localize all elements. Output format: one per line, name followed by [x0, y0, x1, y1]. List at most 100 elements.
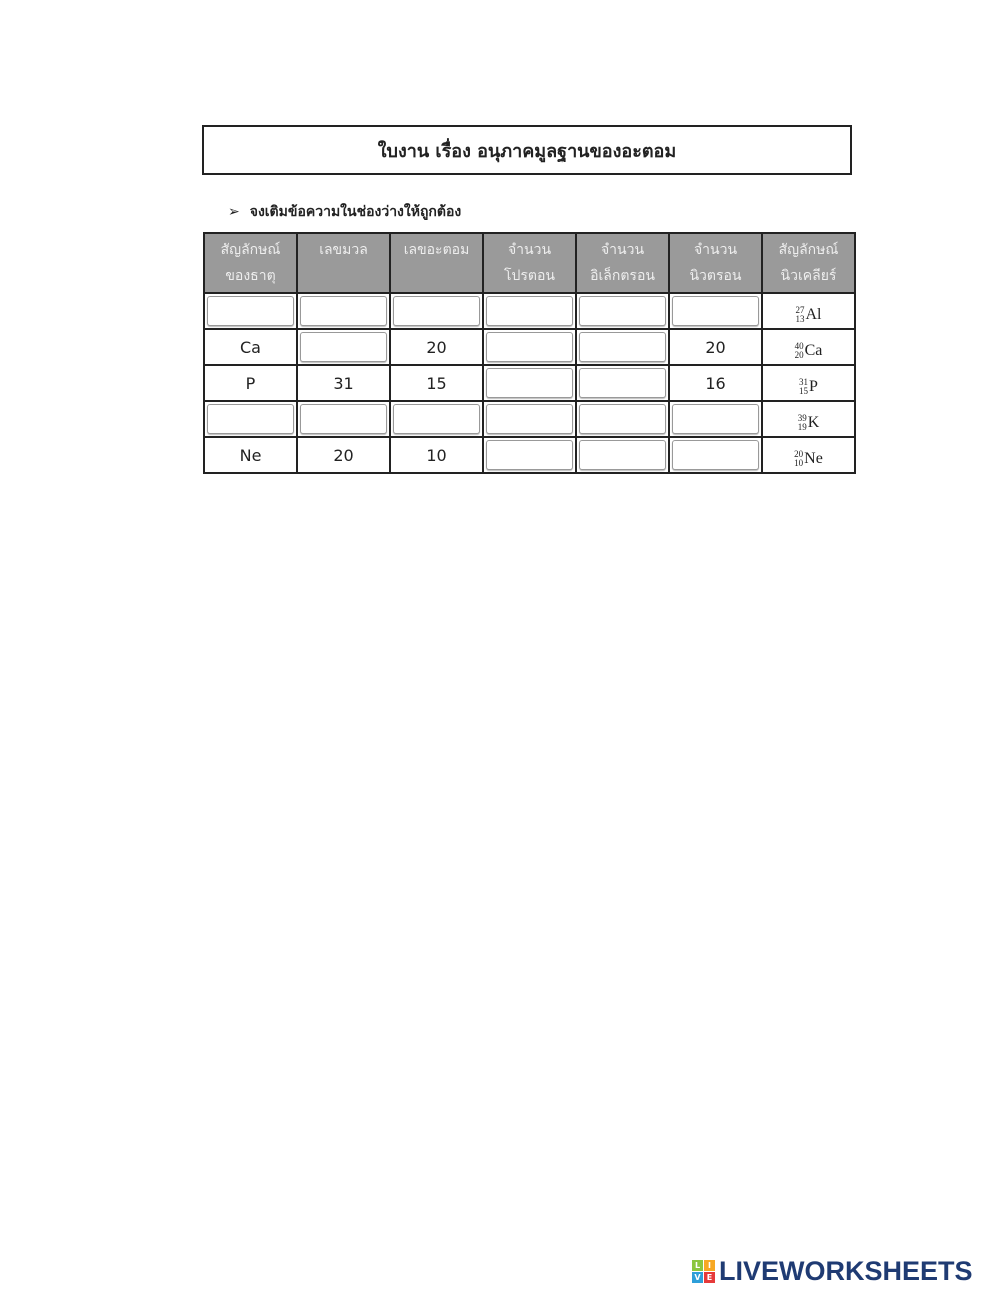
atomic-number: 13 [795, 314, 805, 324]
table-cell [482, 400, 577, 438]
table-cell [389, 400, 484, 438]
table-cell [296, 400, 391, 438]
table-cell: 20 [389, 328, 484, 366]
header-line: สัญลักษณ์ [778, 242, 839, 258]
table-cell [575, 400, 670, 438]
logo-block: V [692, 1272, 703, 1283]
answer-input[interactable] [486, 404, 573, 434]
worksheet-title: ใบงาน เรื่อง อนุภาคมูลฐานของอะตอม [202, 125, 852, 175]
mass-number: 27 [795, 305, 805, 315]
table-cell: 20 [296, 436, 391, 474]
answer-input[interactable] [579, 368, 666, 398]
table-cell: Ne [203, 436, 298, 474]
table-row: 27 13 Al [203, 292, 856, 330]
table-cell: 20 [668, 328, 763, 366]
table-cell [203, 400, 298, 438]
answer-input[interactable] [579, 296, 666, 326]
title-text: ใบงาน เรื่อง อนุภาคมูลฐานของอะตอม [377, 140, 677, 162]
mass-number: 39 [797, 413, 807, 423]
header-line: เลขมวล [319, 242, 368, 258]
answer-input[interactable] [579, 332, 666, 362]
table-cell [482, 292, 577, 330]
answer-input[interactable] [672, 296, 759, 326]
cell-value: P [245, 373, 256, 393]
instruction: ➢ จงเติมข้อความในช่องว่างให้ถูกต้อง [228, 201, 461, 223]
table-cell [482, 328, 577, 366]
mass-number: 31 [799, 377, 809, 387]
table-cell [296, 292, 391, 330]
table-cell: 16 [668, 364, 763, 402]
nuclear-symbol: 27 13 Al [796, 306, 822, 324]
table-cell [482, 436, 577, 474]
column-header: เลขมวล [296, 232, 391, 294]
isotope-numbers: 27 13 [796, 306, 805, 324]
header-line: นิวตรอน [689, 268, 742, 284]
element-symbol: K [807, 414, 820, 431]
nuclear-symbol: 40 20 Ca [795, 342, 823, 360]
table-row: 39 19 K [203, 400, 856, 438]
table-cell [575, 328, 670, 366]
answer-input[interactable] [393, 404, 480, 434]
mass-number: 20 [794, 449, 804, 459]
arrow-bullet-icon: ➢ [228, 204, 240, 220]
answer-input[interactable] [486, 440, 573, 470]
mass-number: 40 [794, 341, 804, 351]
atomic-number: 15 [799, 386, 809, 396]
isotope-numbers: 31 15 [799, 378, 808, 396]
column-header: จำนวน โปรตอน [482, 232, 577, 294]
table-row: Ne 20 10 20 10 Ne [203, 436, 856, 474]
header-line: จำนวน [507, 242, 552, 258]
answer-input[interactable] [300, 332, 387, 362]
logo-block: E [704, 1272, 715, 1283]
cell-value: 15 [426, 373, 447, 393]
atom-table: สัญลักษณ์ ของธาตุ เลขมวล เลขอะตอม จำนวน โปรตอ… [203, 232, 856, 474]
table-cell [668, 292, 763, 330]
logo-block: I [704, 1260, 715, 1271]
nuclear-symbol-cell: 40 20 Ca [761, 328, 856, 366]
answer-input[interactable] [579, 404, 666, 434]
nuclear-symbol: 31 15 P [799, 378, 818, 396]
answer-input[interactable] [486, 332, 573, 362]
table-cell [296, 328, 391, 366]
logo-block: L [692, 1260, 703, 1271]
element-symbol: Al [805, 306, 822, 323]
table-cell [668, 436, 763, 474]
nuclear-symbol: 20 10 Ne [794, 450, 823, 468]
cell-value: 20 [426, 337, 447, 357]
answer-input[interactable] [486, 296, 573, 326]
nuclear-symbol-cell: 31 15 P [761, 364, 856, 402]
table-cell [575, 436, 670, 474]
answer-input[interactable] [207, 404, 294, 434]
atomic-number: 20 [794, 350, 804, 360]
answer-input[interactable] [300, 404, 387, 434]
cell-value: Ca [240, 337, 261, 357]
nuclear-symbol-cell: 27 13 Al [761, 292, 856, 330]
answer-input[interactable] [672, 404, 759, 434]
column-header: จำนวนนิวตรอน [668, 232, 763, 294]
table-cell [575, 292, 670, 330]
table-cell: 15 [389, 364, 484, 402]
table-cell [389, 292, 484, 330]
nuclear-symbol-cell: 20 10 Ne [761, 436, 856, 474]
instruction-text: จงเติมข้อความในช่องว่างให้ถูกต้อง [249, 204, 462, 220]
answer-input[interactable] [486, 368, 573, 398]
answer-input[interactable] [579, 440, 666, 470]
table-row: Ca 20 20 40 20 Ca [203, 328, 856, 366]
element-symbol: Ca [804, 342, 823, 359]
answer-input[interactable] [672, 440, 759, 470]
header-line: ของธาตุ [225, 268, 276, 284]
element-symbol: P [809, 378, 818, 395]
table-cell: 10 [389, 436, 484, 474]
header-line: จำนวน [693, 242, 738, 258]
cell-value: 20 [705, 337, 726, 357]
answer-input[interactable] [300, 296, 387, 326]
table-cell: Ca [203, 328, 298, 366]
table-cell [575, 364, 670, 402]
table-cell [203, 292, 298, 330]
answer-input[interactable] [207, 296, 294, 326]
cell-value: 20 [333, 445, 354, 465]
answer-input[interactable] [393, 296, 480, 326]
header-line: สัญลักษณ์ [220, 242, 281, 258]
